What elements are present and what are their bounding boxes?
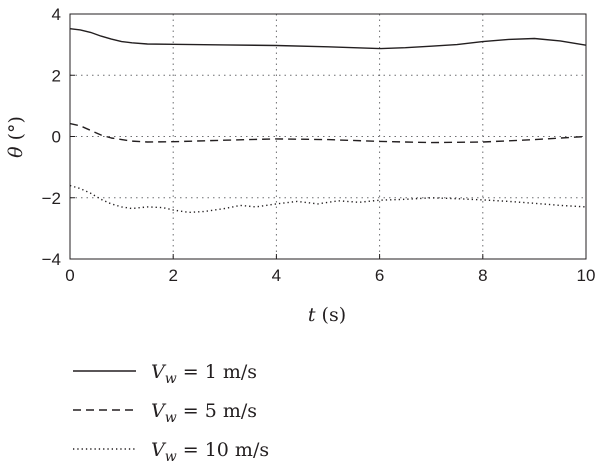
series-line-solid bbox=[69, 28, 587, 50]
x-tick-label: 6 bbox=[375, 266, 384, 285]
x-tick-label: 10 bbox=[577, 266, 596, 285]
series-line-dotted bbox=[69, 184, 587, 214]
legend: Vw = 1 m/s Vw = 5 m/s Vw = 10 m/s bbox=[73, 361, 269, 465]
y-axis-title: θ (°) bbox=[5, 116, 27, 158]
y-tick-label: 0 bbox=[52, 128, 61, 147]
legend-label: Vw = 10 m/s bbox=[151, 439, 269, 465]
y-tick-label: −4 bbox=[42, 250, 61, 269]
y-tick-label: 4 bbox=[52, 5, 61, 24]
y-tick-label: −2 bbox=[42, 189, 61, 208]
x-tick-label: 2 bbox=[168, 266, 177, 285]
axis-ticks: 0 2 4 6 8 10 4 2 0 −2 −4 bbox=[42, 5, 596, 285]
y-tick-label: 2 bbox=[52, 66, 61, 85]
x-tick-label: 8 bbox=[478, 266, 487, 285]
series-line-dashed bbox=[69, 122, 587, 144]
x-tick-label: 0 bbox=[65, 266, 74, 285]
grid-lines bbox=[69, 13, 587, 260]
legend-label: Vw = 1 m/s bbox=[151, 361, 257, 387]
legend-label: Vw = 5 m/s bbox=[151, 400, 257, 426]
x-tick-label: 4 bbox=[272, 266, 281, 285]
series-lines bbox=[69, 28, 587, 214]
x-axis-title: t (s) bbox=[308, 304, 346, 326]
